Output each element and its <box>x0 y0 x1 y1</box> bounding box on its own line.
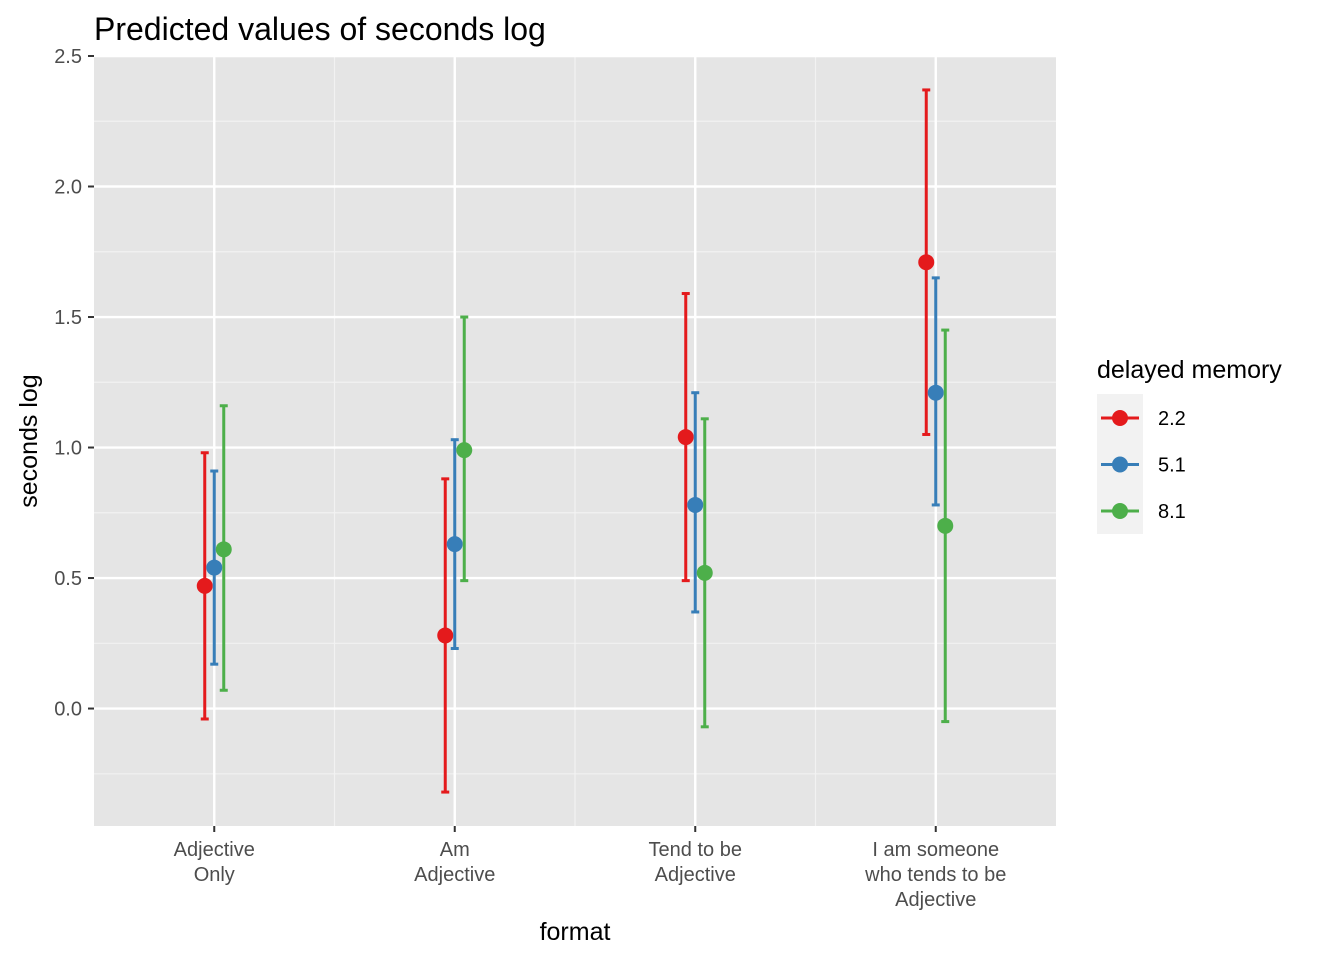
x-tick-label: Adjective <box>174 839 255 861</box>
x-axis: Adjective Only Am Adjective Tend to be Adject… <box>174 826 1006 911</box>
legend-key-point <box>1112 410 1128 426</box>
data-point <box>687 496 704 513</box>
y-axis-title: seconds log <box>15 374 43 507</box>
data-point <box>927 384 944 401</box>
x-axis-title: format <box>540 918 611 946</box>
x-tick-label: Am <box>440 839 470 861</box>
x-tick-label: Adjective <box>895 889 976 911</box>
y-tick-label: 1.5 <box>54 307 82 329</box>
y-tick-label: 2.0 <box>54 177 82 199</box>
y-tick-label: 0.0 <box>54 699 82 721</box>
legend-label: 2.2 <box>1158 408 1186 430</box>
x-tick-label: Adjective <box>655 864 736 886</box>
grid-major-h <box>94 54 1056 710</box>
y-axis: 0.0 0.5 1.0 1.5 2.0 2.5 <box>54 46 94 721</box>
data-point <box>206 559 223 576</box>
grid-minor-v <box>333 56 817 826</box>
data-point <box>446 536 463 553</box>
legend-title: delayed memory <box>1097 356 1282 384</box>
legend-label: 5.1 <box>1158 455 1186 477</box>
x-tick-label: I am someone <box>872 839 999 861</box>
data-point <box>677 429 694 446</box>
y-tick-label: 1.0 <box>54 438 82 460</box>
legend-label: 8.1 <box>1158 501 1186 523</box>
data-point <box>196 577 213 594</box>
data-point <box>937 517 954 534</box>
y-tick-label: 2.5 <box>54 46 82 68</box>
data-point <box>918 254 935 271</box>
legend: delayed memory 2.2 5.1 8.1 <box>1097 356 1282 534</box>
legend-key-point <box>1112 503 1128 519</box>
x-tick-label: Only <box>194 864 235 886</box>
legend-key-point <box>1112 456 1128 473</box>
data-point <box>696 564 713 581</box>
data-point <box>215 541 232 558</box>
x-tick-label: Adjective <box>414 864 495 886</box>
x-tick-label: who tends to be <box>864 864 1006 886</box>
data-point <box>456 442 473 459</box>
data-marks <box>196 88 954 794</box>
data-point <box>437 627 454 644</box>
x-tick-label: Tend to be <box>649 839 742 861</box>
chart-title: Predicted values of seconds log <box>94 11 546 47</box>
y-tick-label: 0.5 <box>54 568 82 590</box>
